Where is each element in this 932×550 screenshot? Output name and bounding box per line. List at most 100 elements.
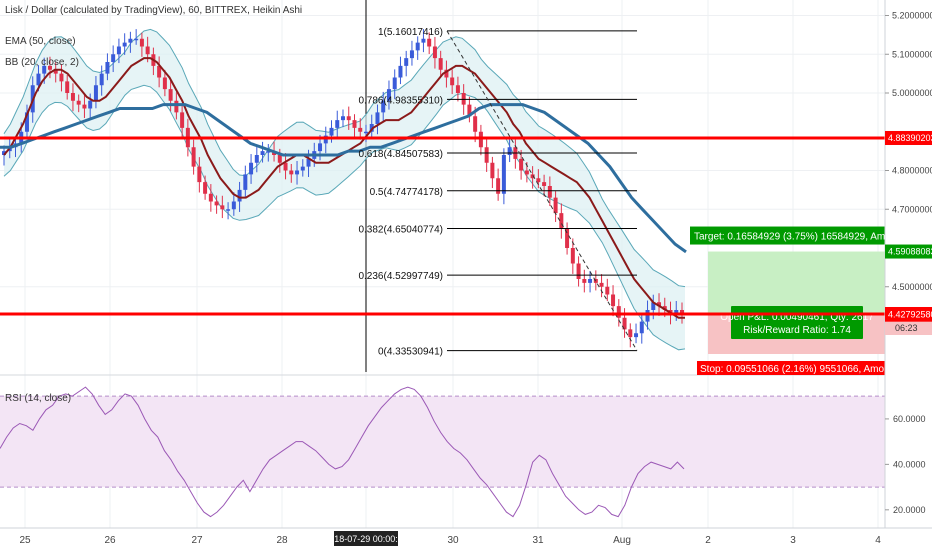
time-tick-label: 25 xyxy=(19,535,31,546)
target-tag[interactable] xyxy=(690,226,885,245)
candle-body xyxy=(157,65,162,78)
candle-body xyxy=(536,178,541,183)
candle-body xyxy=(162,77,167,90)
candle-body xyxy=(565,228,570,248)
candle-body xyxy=(70,93,75,101)
price-tick-label: 4.80000000 xyxy=(892,166,932,176)
candle-body xyxy=(65,81,70,93)
candle-body xyxy=(519,158,524,171)
candle-body xyxy=(358,127,363,132)
time-axis[interactable]: 25 26 27 28 2018-07-29 00:00:00 30 31 Aug 2 3 4 xyxy=(0,527,932,550)
candle-body xyxy=(93,85,98,101)
target-zone[interactable] xyxy=(708,251,885,314)
pnl-text: Open P&L: 0.00490461, Qty: 2617 xyxy=(720,312,874,323)
target-text: Target: 0.16584929 (3.75%) 16584929, Amo… xyxy=(694,232,932,243)
candle-body xyxy=(203,182,208,194)
candle-body xyxy=(226,209,231,211)
candle-body xyxy=(260,151,265,155)
candle-body xyxy=(116,46,121,55)
bb-lower-band xyxy=(3,84,686,351)
fib-label-0: 0(4.33530941) xyxy=(378,347,443,358)
candle-body xyxy=(2,151,6,155)
candle-body xyxy=(323,135,328,144)
candle-body xyxy=(496,178,501,194)
candle-body xyxy=(88,100,93,109)
candle-body xyxy=(283,162,288,171)
price-tick-label: 4.70000000 xyxy=(892,204,932,214)
candle-body xyxy=(478,131,483,148)
price-axis[interactable]: 5.20000000 5.10000000 5.00000000 4.80000000… xyxy=(884,0,932,528)
fib-label-0.382: 0.382(4.65040774) xyxy=(358,224,443,235)
candle-body xyxy=(208,193,213,202)
time-tick-label: 26 xyxy=(104,535,116,546)
candle-body xyxy=(582,279,587,283)
countdown-bg xyxy=(885,320,932,335)
crosshair-time-bg xyxy=(334,531,398,546)
candle-body xyxy=(421,38,426,43)
target-price-tag: 4.59088083 xyxy=(888,247,932,257)
fibonacci-levels[interactable]: 1(5.16017416) 0.786(4.98355310) 0.618(4.84… xyxy=(358,27,638,358)
candle-body xyxy=(341,116,345,121)
candle-body xyxy=(392,77,397,90)
candle-body xyxy=(214,201,219,206)
ema-legend: EMA (50, close) xyxy=(5,36,76,47)
time-tick-label: 28 xyxy=(276,535,288,546)
crosshair-time-label: 2018-07-29 00:00:00 xyxy=(324,534,408,544)
candle-body xyxy=(369,124,374,132)
candle-body xyxy=(438,58,443,70)
candle-body xyxy=(237,189,242,202)
time-tick-label: 2 xyxy=(705,535,711,546)
candle-body xyxy=(306,158,311,167)
candle-body xyxy=(352,120,357,128)
indicator-lines xyxy=(0,57,687,319)
stop-price-tag-bg[interactable] xyxy=(885,307,932,322)
candle-body xyxy=(524,170,529,175)
time-tick-label: 4 xyxy=(875,535,881,546)
time-tick-label: 3 xyxy=(790,535,796,546)
candle-body xyxy=(82,104,87,109)
candle-body xyxy=(547,186,552,198)
candle-body xyxy=(53,69,58,74)
resistance-price-tag-bg[interactable] xyxy=(885,130,932,145)
candle-body xyxy=(381,100,386,113)
time-axis-bg xyxy=(0,528,932,550)
candle-body xyxy=(616,306,621,318)
rsi-tick-label: 20.0000 xyxy=(893,505,926,515)
candle-body xyxy=(473,116,478,132)
candle-body xyxy=(168,89,173,101)
candle-body xyxy=(111,54,116,62)
chart-title: Lisk / Dollar (calculated by TradingView… xyxy=(5,5,302,16)
candle-body xyxy=(249,162,254,175)
bb-band-area xyxy=(4,29,685,350)
candle-body xyxy=(243,174,248,190)
candle-body xyxy=(645,310,650,322)
price-tick-label: 5.20000000 xyxy=(892,11,932,21)
target-price-tag-bg[interactable] xyxy=(885,244,932,259)
candle-body xyxy=(639,321,644,334)
candle-body xyxy=(47,65,52,70)
bollinger-band-fill xyxy=(3,28,686,351)
time-tick-label: Aug xyxy=(613,535,631,546)
candle-body xyxy=(105,62,110,74)
candle-body xyxy=(24,112,29,132)
candle-body xyxy=(651,302,656,310)
candle-body xyxy=(99,73,104,86)
candle-body xyxy=(231,201,236,210)
candle-body xyxy=(277,155,282,163)
candle-body xyxy=(501,155,506,194)
fib-trend-line[interactable] xyxy=(446,30,638,351)
candle-body xyxy=(605,286,610,295)
candle-body xyxy=(254,155,259,163)
candle-body xyxy=(467,104,472,117)
price-tick-label: 4.50000000 xyxy=(892,282,932,292)
candle-body xyxy=(588,279,593,283)
candle-body xyxy=(375,112,380,124)
time-tick-label: 30 xyxy=(447,535,459,546)
candle-body xyxy=(363,131,368,134)
candle-body xyxy=(530,174,535,179)
stop-tag[interactable] xyxy=(697,361,885,375)
risk-reward-text: Risk/Reward Ratio: 1.74 xyxy=(743,325,851,336)
horizontal-levels[interactable] xyxy=(0,136,885,316)
candle-body xyxy=(461,93,466,105)
